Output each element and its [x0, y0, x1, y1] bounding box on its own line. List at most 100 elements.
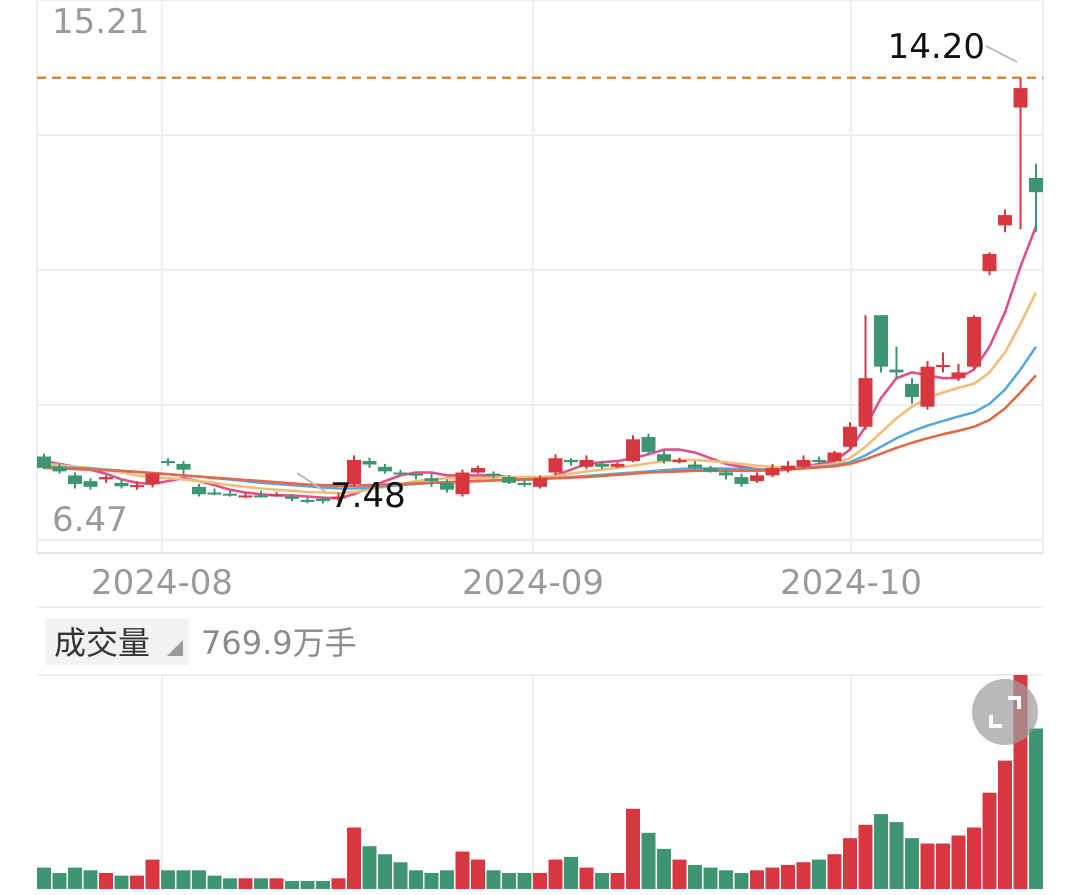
- volume-bar: [703, 867, 718, 889]
- volume-bar: [734, 872, 749, 889]
- candle-body: [920, 366, 935, 407]
- candle-body: [424, 478, 439, 482]
- candle-body: [688, 464, 702, 468]
- candle: [595, 461, 609, 470]
- volume-bar: [905, 838, 919, 889]
- candle-body: [951, 372, 966, 379]
- volume-bar: [440, 870, 454, 889]
- volume-bar: [579, 867, 594, 889]
- volume-bar: [176, 870, 191, 889]
- candle-body: [269, 494, 284, 497]
- candle: [936, 352, 950, 373]
- volume-title: 成交量: [54, 624, 150, 662]
- volume-bar: [533, 872, 547, 889]
- volume-bar: [316, 880, 330, 889]
- candle: [83, 478, 98, 490]
- volume-selector[interactable]: 成交量: [45, 619, 189, 665]
- candle-body: [641, 437, 656, 452]
- candle-body: [843, 426, 857, 447]
- candle-body: [68, 475, 82, 484]
- candle-body: [657, 454, 671, 462]
- candle: [471, 465, 485, 474]
- volume-bar: [626, 808, 640, 889]
- candle-body: [796, 459, 811, 467]
- price-max-label: 15.21: [52, 2, 149, 42]
- candle-body: [161, 461, 175, 464]
- volume-bar: [657, 848, 671, 889]
- volume-bar: [920, 843, 935, 889]
- candle: [362, 457, 377, 468]
- candle-body: [703, 467, 718, 472]
- candle: [207, 488, 222, 496]
- low-annotation-label: 7.48: [330, 476, 406, 516]
- candle: [765, 463, 780, 478]
- candle: [393, 469, 408, 476]
- volume-bar: [455, 851, 470, 889]
- candle-body: [595, 463, 609, 467]
- volume-bar: [595, 872, 609, 889]
- candle: [223, 490, 237, 497]
- candle: [688, 461, 702, 470]
- candle: [796, 455, 811, 468]
- volume-selector-bg: [45, 619, 189, 665]
- candle-body: [672, 459, 687, 463]
- candle: [998, 209, 1012, 233]
- candle: [409, 471, 423, 480]
- candle: [52, 463, 67, 474]
- candle-body: [936, 364, 950, 367]
- volume-bar: [750, 870, 764, 889]
- candle-body: [889, 369, 904, 373]
- volume-bar: [223, 878, 237, 889]
- volume-bar: [83, 870, 98, 889]
- volume-bar: [781, 864, 795, 889]
- candle-body: [238, 495, 253, 498]
- candle-body: [1013, 88, 1028, 108]
- volume-bar: [52, 872, 67, 889]
- candle: [641, 433, 656, 455]
- grid-layer: [36, 0, 1044, 891]
- candle-body: [362, 461, 377, 465]
- volume-bar: [254, 878, 268, 889]
- candle-body: [874, 315, 888, 367]
- candle: [130, 481, 144, 490]
- candle: [161, 458, 175, 466]
- volume-bar: [967, 827, 981, 889]
- volume-bar-layer: [37, 675, 1043, 889]
- candle: [378, 463, 392, 474]
- volume-bar: [672, 859, 687, 889]
- volume-bar: [858, 824, 873, 889]
- volume-bar: [827, 854, 842, 889]
- x-tick-label: 2024-08: [91, 563, 233, 603]
- candle: [176, 461, 191, 476]
- volume-bar: [300, 880, 315, 889]
- candle-body: [331, 496, 346, 499]
- candle-body: [750, 475, 764, 482]
- candle: [269, 491, 284, 497]
- volume-bar: [564, 856, 578, 889]
- candle: [781, 461, 795, 473]
- candle: [812, 456, 826, 464]
- low-annotation-leader: [296, 472, 327, 493]
- candle-body: [812, 459, 826, 462]
- candle: [68, 472, 82, 489]
- volume-bar: [502, 872, 516, 889]
- candle-body: [548, 458, 563, 473]
- candle-body: [905, 383, 919, 398]
- candle-body: [533, 478, 547, 487]
- volume-bar: [362, 846, 377, 889]
- volume-bar: [951, 835, 966, 889]
- candle: [316, 496, 330, 504]
- volume-bar: [843, 838, 857, 889]
- fullscreen-button[interactable]: [972, 679, 1038, 745]
- volume-bar: [331, 878, 346, 889]
- volume-bar: [114, 875, 129, 889]
- candle-body: [998, 215, 1012, 226]
- volume-bar: [207, 875, 222, 889]
- candle-body: [223, 493, 237, 496]
- volume-bar: [765, 867, 780, 889]
- candle-body: [858, 378, 873, 427]
- candle: [703, 465, 718, 473]
- volume-bar: [641, 832, 656, 889]
